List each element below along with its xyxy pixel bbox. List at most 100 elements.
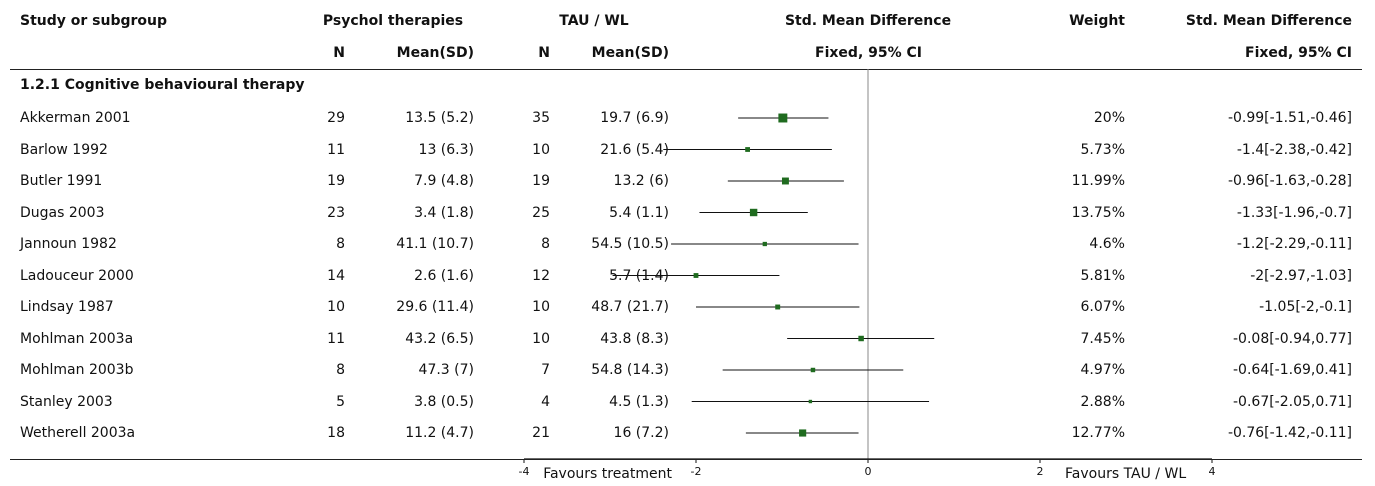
ci-value: -0.08[-0.94,0.77] bbox=[1233, 330, 1352, 347]
header-group1: Psychol therapies bbox=[322, 13, 464, 29]
n-control: 12 bbox=[532, 267, 550, 284]
effect-marker bbox=[858, 335, 864, 342]
n-treatment: 14 bbox=[327, 267, 345, 284]
n-control: 21 bbox=[532, 425, 550, 441]
x-tick-label: -2 bbox=[691, 465, 702, 478]
meansd-control: 21.6 (5.4) bbox=[600, 141, 669, 158]
meansd-treatment: 43.2 (6.5) bbox=[405, 330, 474, 347]
header-ci: Std. Mean Difference bbox=[1185, 13, 1352, 29]
meansd-control: 5.4 (1.1) bbox=[609, 204, 669, 221]
effect-marker bbox=[693, 273, 699, 278]
header-n-1: N bbox=[333, 45, 345, 61]
n-treatment: 5 bbox=[336, 393, 345, 410]
x-tick-label: -4 bbox=[519, 465, 530, 478]
header-effect: Std. Mean Difference bbox=[784, 13, 952, 29]
meansd-treatment: 7.9 (4.8) bbox=[414, 173, 474, 189]
n-treatment: 8 bbox=[336, 236, 345, 252]
study-name: Mohlman 2003b bbox=[20, 362, 134, 378]
n-control: 19 bbox=[532, 173, 550, 189]
ci-value: -2[-2.97,-1.03] bbox=[1250, 267, 1352, 284]
meansd-control: 16 (7.2) bbox=[613, 425, 669, 441]
meansd-control: 54.8 (14.3) bbox=[591, 362, 669, 378]
n-control: 10 bbox=[532, 141, 550, 158]
ci-value: -1.4[-2.38,-0.42] bbox=[1236, 141, 1352, 158]
ci-value: -0.76[-1.42,-0.11] bbox=[1227, 425, 1352, 441]
subgroup-title: 1.2.1 Cognitive behavioural therapy bbox=[20, 77, 305, 93]
effect-marker bbox=[775, 304, 781, 310]
study-name: Dugas 2003 bbox=[20, 204, 105, 221]
n-control: 35 bbox=[532, 110, 550, 126]
weight-value: 13.75% bbox=[1071, 204, 1125, 221]
meansd-treatment: 29.6 (11.4) bbox=[396, 299, 474, 315]
weight-value: 7.45% bbox=[1080, 330, 1125, 347]
n-control: 7 bbox=[541, 362, 550, 378]
meansd-treatment: 47.3 (7) bbox=[418, 362, 474, 378]
meansd-treatment: 41.1 (10.7) bbox=[396, 236, 474, 252]
header-group2: TAU / WL bbox=[559, 13, 629, 29]
meansd-treatment: 13 (6.3) bbox=[418, 141, 474, 158]
weight-value: 4.97% bbox=[1080, 362, 1125, 378]
study-name: Jannoun 1982 bbox=[20, 236, 117, 252]
effect-marker bbox=[810, 367, 816, 373]
favours-left-label: Favours treatment bbox=[543, 466, 672, 482]
study-name: Lindsay 1987 bbox=[20, 299, 114, 315]
ci-value: -1.2[-2.29,-0.11] bbox=[1236, 236, 1352, 252]
meansd-control: 19.7 (6.9) bbox=[600, 110, 669, 126]
study-name: Wetherell 2003a bbox=[20, 425, 136, 441]
x-tick-label: 0 bbox=[865, 465, 872, 478]
ci-value: -0.67[-2.05,0.71] bbox=[1233, 393, 1352, 410]
study-name: Mohlman 2003a bbox=[20, 330, 134, 347]
study-name: Ladouceur 2000 bbox=[20, 267, 134, 284]
header-n-2: N bbox=[538, 45, 550, 61]
n-treatment: 10 bbox=[327, 299, 345, 315]
meansd-control: 48.7 (21.7) bbox=[591, 299, 669, 315]
effect-marker bbox=[745, 147, 750, 152]
meansd-treatment: 3.4 (1.8) bbox=[414, 204, 474, 221]
weight-value: 4.6% bbox=[1089, 236, 1125, 252]
n-treatment: 29 bbox=[327, 110, 345, 126]
study-name: Butler 1991 bbox=[20, 173, 103, 189]
header-weight: Weight bbox=[1069, 13, 1125, 29]
x-tick-label: 2 bbox=[1037, 465, 1044, 478]
header-ci-sub: Fixed, 95% CI bbox=[1245, 45, 1352, 61]
meansd-treatment: 2.6 (1.6) bbox=[414, 267, 474, 284]
weight-value: 12.77% bbox=[1071, 425, 1125, 441]
n-treatment: 8 bbox=[336, 362, 345, 378]
n-treatment: 23 bbox=[327, 204, 345, 221]
effect-marker bbox=[781, 177, 789, 185]
n-treatment: 11 bbox=[327, 141, 345, 158]
n-control: 25 bbox=[532, 204, 550, 221]
meansd-treatment: 11.2 (4.7) bbox=[405, 425, 474, 441]
study-name: Akkerman 2001 bbox=[20, 110, 131, 126]
n-control: 4 bbox=[541, 393, 550, 410]
header-effect-sub: Fixed, 95% CI bbox=[815, 45, 922, 61]
x-tick-label: 4 bbox=[1209, 465, 1216, 478]
ci-value: -1.33[-1.96,-0.7] bbox=[1236, 204, 1352, 221]
ci-value: -0.96[-1.63,-0.28] bbox=[1227, 173, 1352, 189]
meansd-control: 4.5 (1.3) bbox=[609, 393, 669, 410]
favours-right-label: Favours TAU / WL bbox=[1065, 466, 1187, 482]
study-name: Barlow 1992 bbox=[20, 141, 108, 158]
header-study: Study or subgroup bbox=[20, 13, 168, 29]
n-control: 8 bbox=[541, 236, 550, 252]
weight-value: 20% bbox=[1093, 110, 1125, 126]
n-treatment: 11 bbox=[327, 330, 345, 347]
meansd-treatment: 3.8 (0.5) bbox=[414, 393, 474, 410]
effect-marker bbox=[749, 208, 758, 217]
footer-divider bbox=[10, 459, 1362, 460]
ci-value: -0.99[-1.51,-0.46] bbox=[1227, 110, 1352, 126]
header-meansd-2: Mean(SD) bbox=[591, 45, 669, 61]
n-treatment: 18 bbox=[327, 425, 345, 441]
study-name: Stanley 2003 bbox=[20, 393, 113, 410]
weight-value: 6.07% bbox=[1080, 299, 1125, 315]
weight-value: 11.99% bbox=[1071, 173, 1125, 189]
meansd-treatment: 13.5 (5.2) bbox=[405, 110, 474, 126]
meansd-control: 54.5 (10.5) bbox=[591, 236, 669, 252]
meansd-control: 13.2 (6) bbox=[613, 173, 669, 189]
effect-marker bbox=[762, 241, 767, 247]
meansd-control: 43.8 (8.3) bbox=[600, 330, 669, 347]
effect-marker bbox=[808, 399, 813, 404]
effect-marker bbox=[778, 113, 788, 123]
weight-value: 5.81% bbox=[1080, 267, 1125, 284]
